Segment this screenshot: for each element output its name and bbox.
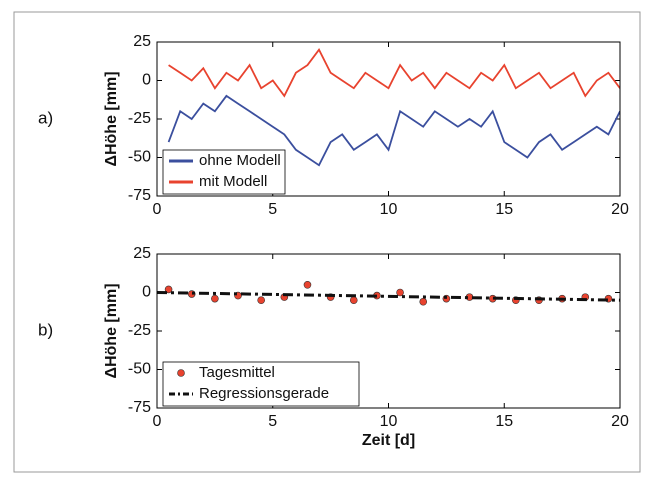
point	[396, 288, 404, 297]
y-tick-label: -75	[128, 187, 151, 204]
y-tick-label: -25	[128, 322, 151, 339]
series-line	[168, 47, 620, 98]
axes-box	[156, 41, 621, 197]
legend-label: Regressionsgerade	[199, 385, 329, 402]
legend-box	[162, 149, 286, 195]
series-line	[167, 94, 620, 167]
y-tick-label: -25	[128, 110, 151, 127]
x-tick-label: 10	[380, 413, 398, 430]
legend-label: ohne Modell	[199, 152, 281, 169]
point	[419, 297, 428, 306]
x-tick-label: 0	[153, 201, 162, 218]
x-tick-label: 20	[611, 201, 629, 218]
y-tick-label: 0	[142, 284, 151, 301]
x-tick-label: 20	[611, 413, 629, 430]
x-tick-label: 15	[495, 413, 513, 430]
legend-label: mit Modell	[199, 173, 267, 190]
plot-area	[167, 47, 620, 167]
y-tick-label: -50	[128, 149, 151, 166]
axes-box	[156, 253, 621, 409]
x-tick-label: 5	[268, 413, 277, 430]
point	[349, 296, 358, 305]
x-tick-label: 5	[268, 201, 277, 218]
series-line	[157, 291, 620, 302]
y-axis-label: ΔHöhe [mm]	[103, 71, 120, 166]
y-tick-label: 25	[133, 245, 151, 262]
panel-label: a)	[38, 108, 53, 127]
legend-swatch	[177, 369, 185, 377]
point	[257, 296, 265, 305]
x-tick-label: 0	[153, 413, 162, 430]
y-tick-label: -75	[128, 399, 151, 416]
x-tick-label: 10	[380, 201, 398, 218]
point	[303, 280, 312, 289]
point	[211, 294, 219, 303]
plot-area	[157, 280, 620, 306]
legend-box	[162, 361, 360, 407]
y-tick-label: 25	[133, 33, 151, 50]
y-tick-label: -50	[128, 361, 151, 378]
panel-label: b)	[38, 320, 53, 339]
x-tick-label: 15	[495, 201, 513, 218]
x-axis-label: Zeit [d]	[362, 432, 415, 449]
legend-label: Tagesmittel	[199, 364, 275, 381]
y-axis-label: ΔHöhe [mm]	[103, 283, 120, 378]
y-tick-label: 0	[142, 72, 151, 89]
